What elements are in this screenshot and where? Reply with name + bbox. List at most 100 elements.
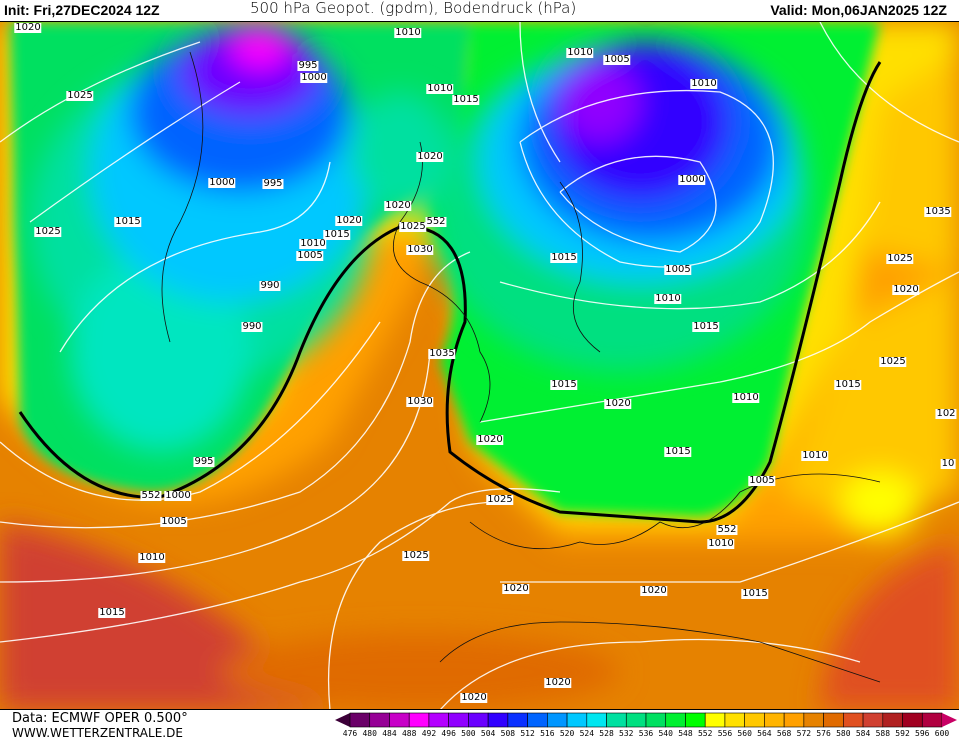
colorbar-box bbox=[566, 712, 588, 728]
colorbar-tick-label: 492 bbox=[421, 729, 437, 738]
map-title: 500 hPa Geopot. (gpdm), Bodendruck (hPa) bbox=[250, 0, 577, 17]
colorbar-box bbox=[586, 712, 607, 728]
colorbar-box bbox=[902, 712, 923, 728]
init-time: Init: Fri,27DEC2024 12Z bbox=[4, 2, 160, 18]
colorbar-tick-label: 548 bbox=[678, 729, 693, 738]
isobar-label: 1035 bbox=[924, 206, 952, 217]
isobar-label: 1020 bbox=[335, 215, 363, 226]
isobar-label: 1015 bbox=[741, 588, 769, 599]
isobar-label: 1010 bbox=[801, 450, 829, 461]
colorbar-tick-label: 556 bbox=[717, 729, 733, 738]
isobar-label: 1005 bbox=[603, 54, 631, 65]
colorbar-box bbox=[685, 712, 706, 728]
colorbar-tick-label: 588 bbox=[875, 729, 891, 738]
colorbar-box bbox=[625, 712, 647, 728]
data-source: Data: ECMWF OPER 0.500° bbox=[12, 711, 188, 726]
colorbar-box bbox=[921, 712, 943, 728]
colorbar-box bbox=[882, 712, 903, 728]
isobar-label: 1035 bbox=[428, 348, 456, 359]
colorbar-tick-label: 496 bbox=[441, 729, 456, 738]
colorbar-box bbox=[803, 712, 824, 728]
colorbar-tick-label: 564 bbox=[757, 729, 772, 738]
colorbar-tick-label: 520 bbox=[559, 729, 575, 738]
isobar-label: 1015 bbox=[664, 446, 692, 457]
colorbar-tick-label: 596 bbox=[915, 729, 930, 738]
colorbar-tick-label: 568 bbox=[776, 729, 792, 738]
colorbar-box bbox=[783, 712, 805, 728]
isobar-label: 552 bbox=[140, 490, 162, 501]
isobar-label: 552 bbox=[716, 524, 738, 535]
isobar-label: 1005 bbox=[664, 264, 692, 275]
isobar-label: 1010 bbox=[707, 538, 735, 549]
website-link[interactable]: WWW.WETTERZENTRALE.DE bbox=[12, 726, 183, 740]
isobar-label: 1020 bbox=[416, 151, 444, 162]
colorbar-box bbox=[665, 712, 686, 728]
isobar-label: 1010 bbox=[654, 293, 682, 304]
isobar-label: 1030 bbox=[406, 244, 434, 255]
colorbar-tick-label: 532 bbox=[619, 729, 634, 738]
isobar-label: 1025 bbox=[402, 550, 430, 561]
colorbar-box bbox=[507, 712, 528, 728]
colorbar-box bbox=[349, 712, 371, 728]
isobar-label: 1010 bbox=[426, 83, 454, 94]
isobar-label: 1010 bbox=[566, 47, 594, 58]
isobar-label: 1010 bbox=[299, 238, 327, 249]
colorbar-tick-label: 480 bbox=[362, 729, 377, 738]
colorbar-labels: 476 480 484 488 492 496 500 504 508 512 516 520 524 5… bbox=[335, 729, 957, 740]
colorbar-box bbox=[862, 712, 884, 728]
isobar-label: 102 bbox=[935, 408, 957, 419]
colorbar bbox=[335, 712, 957, 728]
isobar-label: 995 bbox=[193, 456, 215, 467]
isobar-label: 1010 bbox=[394, 27, 422, 38]
isobar-label: 1015 bbox=[834, 379, 862, 390]
colorbar-tick-label: 508 bbox=[500, 729, 516, 738]
isobar-label: 1020 bbox=[14, 22, 42, 33]
colorbar-tick-label: 580 bbox=[836, 729, 851, 738]
isobar-label: 10 bbox=[940, 458, 956, 469]
isobar-label: 1025 bbox=[886, 253, 914, 264]
isobar-label: 1015 bbox=[550, 252, 578, 263]
colorbar-tick-label: 560 bbox=[737, 729, 752, 738]
isobar-label: 1025 bbox=[486, 494, 514, 505]
header: Init: Fri,27DEC2024 12Z 500 hPa Geopot. … bbox=[0, 0, 959, 22]
colorbar-tick-label: 512 bbox=[520, 729, 535, 738]
colorbar-min-arrow bbox=[335, 713, 350, 727]
isobar-label: 1000 bbox=[164, 490, 192, 501]
colorbar-box bbox=[468, 712, 489, 728]
isobar-label: 1010 bbox=[138, 552, 166, 563]
isobar-label: 1000 bbox=[678, 174, 706, 185]
isobar-label: 1000 bbox=[300, 72, 328, 83]
colorbar-tick-label: 576 bbox=[816, 729, 831, 738]
colorbar-box bbox=[744, 712, 765, 728]
colorbar-tick-label: 600 bbox=[934, 729, 950, 738]
colorbar-box bbox=[724, 712, 745, 728]
isobar-label: 1015 bbox=[550, 379, 578, 390]
colorbar-tick-label: 540 bbox=[658, 729, 673, 738]
isobar-label: 1025 bbox=[66, 90, 94, 101]
colorbar-box bbox=[389, 712, 410, 728]
colorbar-tick-label: 476 bbox=[342, 729, 358, 738]
colorbar-tick-label: 572 bbox=[796, 729, 812, 738]
colorbar-box bbox=[823, 712, 844, 728]
isobar-label: 1015 bbox=[452, 94, 480, 105]
colorbar-box bbox=[487, 712, 509, 728]
isobar-label: 1020 bbox=[476, 434, 504, 445]
colorbar-tick-label: 524 bbox=[579, 729, 595, 738]
isobar-label: 1025 bbox=[879, 356, 907, 367]
colorbar-box bbox=[764, 712, 785, 728]
geopotential-field bbox=[0, 22, 959, 709]
isobar-label: 1015 bbox=[692, 321, 720, 332]
isobar-label: 995 bbox=[262, 178, 284, 189]
isobar-label: 1020 bbox=[892, 284, 920, 295]
colorbar-tick-label: 536 bbox=[638, 729, 654, 738]
isobar-label: 1020 bbox=[640, 585, 668, 596]
colorbar-box bbox=[369, 712, 390, 728]
colorbar-box bbox=[843, 712, 864, 728]
isobar-label: 1005 bbox=[160, 516, 188, 527]
isobar-label: 1015 bbox=[114, 216, 142, 227]
colorbar-box bbox=[527, 712, 548, 728]
coastlines bbox=[161, 51, 881, 683]
colorbar-tick-label: 552 bbox=[697, 729, 713, 738]
isobar-label: 1005 bbox=[748, 475, 776, 486]
isobar-label: 1020 bbox=[544, 677, 572, 688]
